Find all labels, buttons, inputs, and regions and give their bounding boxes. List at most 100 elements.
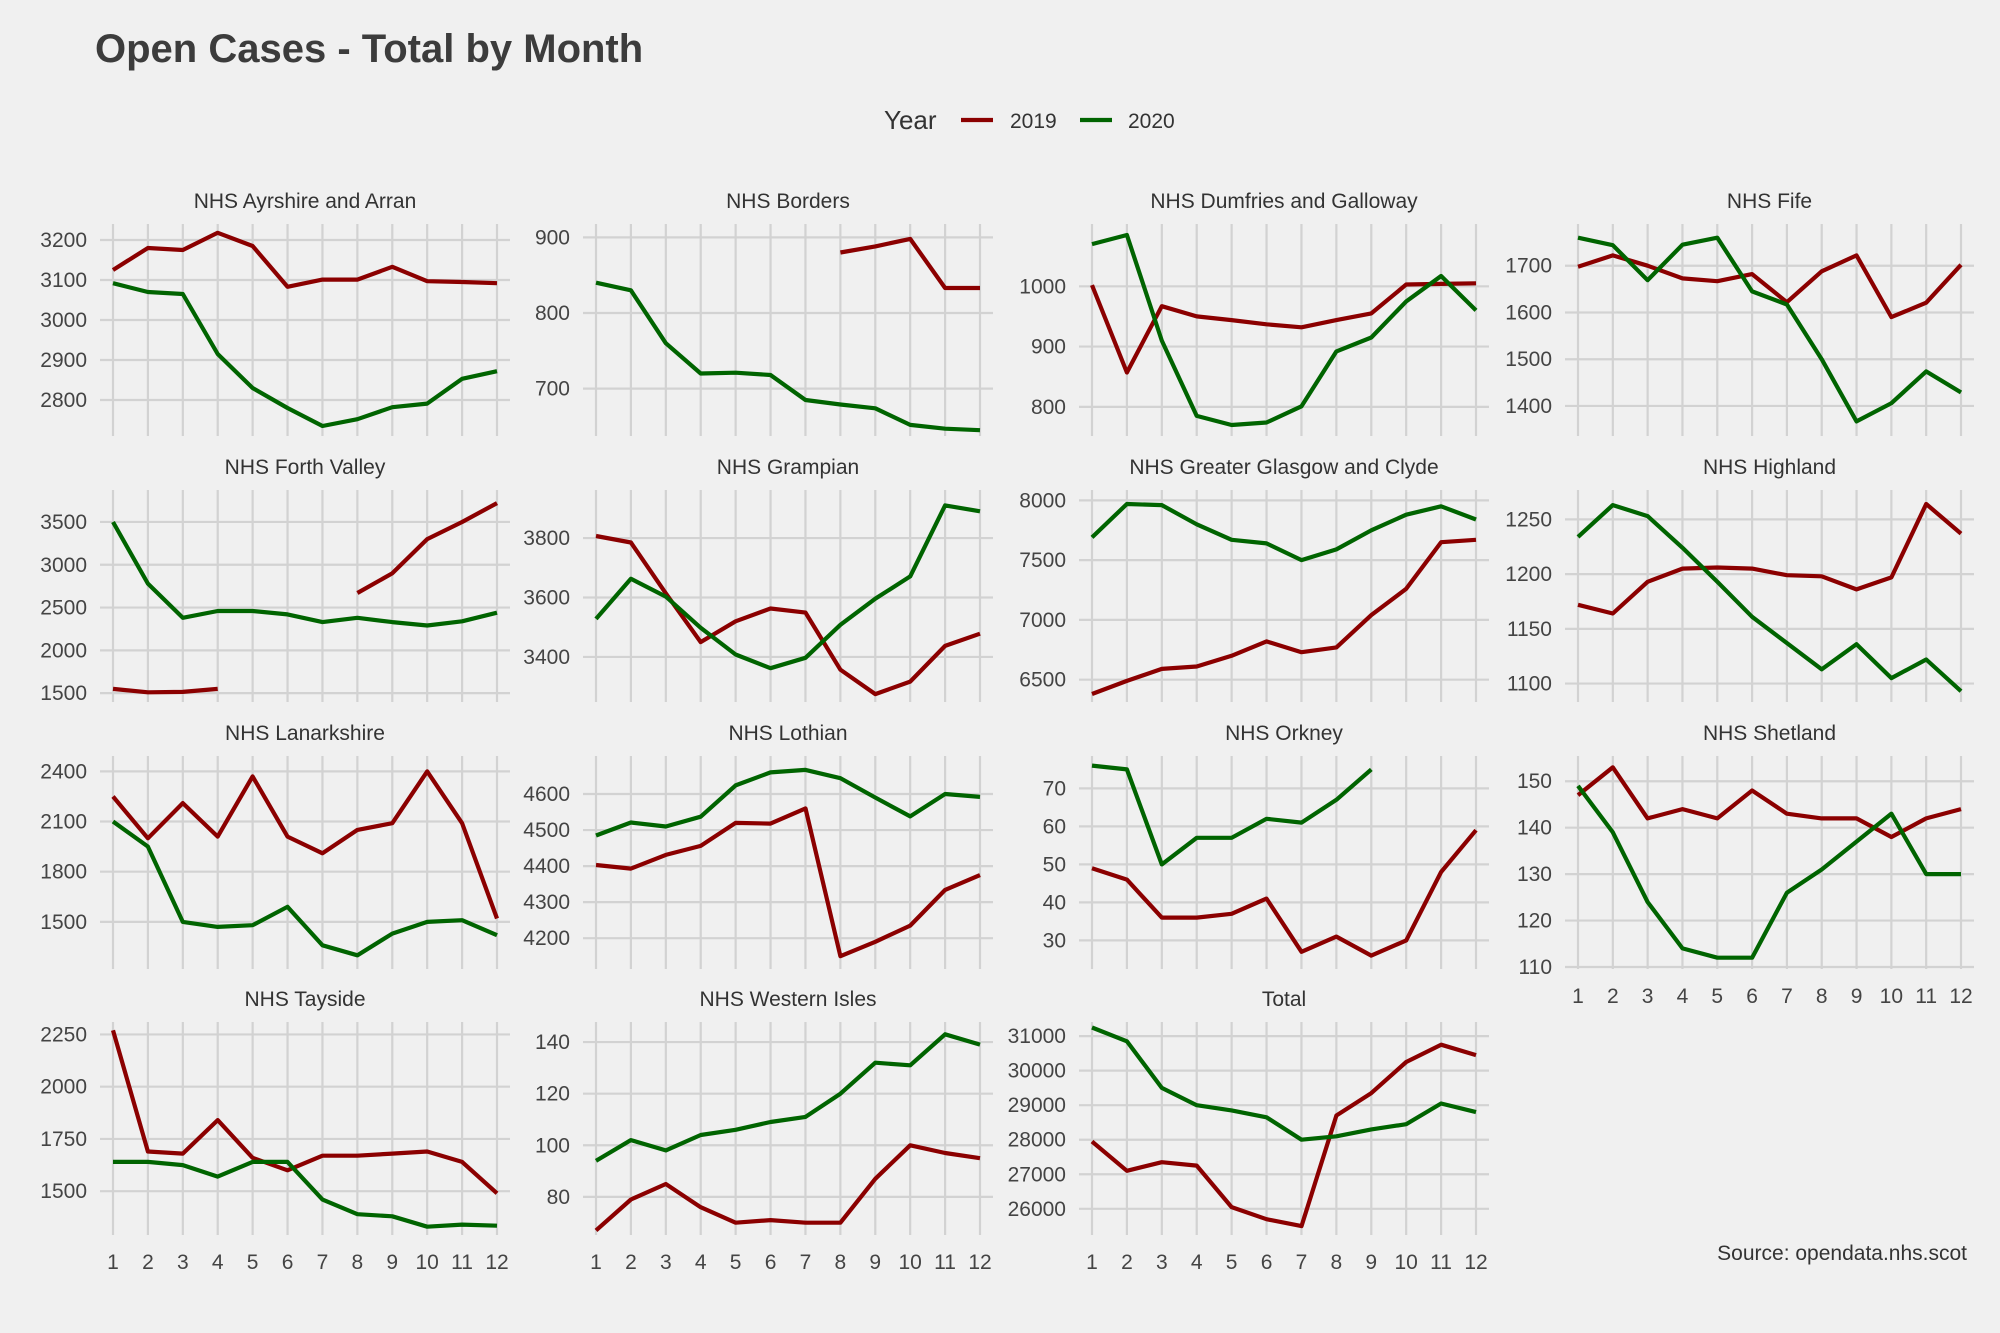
y-tick-label: 140 xyxy=(535,1031,570,1054)
x-tick-label: 8 xyxy=(1331,1251,1343,1274)
y-tick-label: 2400 xyxy=(40,760,87,783)
panel-nhs-greater-glasgow-and-clyde: 6500 7000 7500 8000 NHS Greater Glasgow and … xyxy=(1019,456,1489,702)
y-tick-label: 1100 xyxy=(1507,673,1552,696)
series-line-2019 xyxy=(1577,501,1963,616)
x-tick-label: 1 xyxy=(590,1251,602,1274)
x-tick-label: 2 xyxy=(1121,1251,1133,1274)
y-tick-label: 1500 xyxy=(1505,348,1552,371)
panel-nhs-lanarkshire: 1500 1800 2100 2400 NHS Lanarkshire xyxy=(40,722,510,969)
y-tick-label: 50 xyxy=(1043,853,1066,876)
panel-title: NHS Greater Glasgow and Clyde xyxy=(1129,456,1438,479)
x-tick-label: 3 xyxy=(177,1251,189,1274)
y-tick-label: 31000 xyxy=(1008,1025,1066,1048)
source-caption: Source: opendata.nhs.scot xyxy=(1717,1242,1967,1265)
x-tick-label: 11 xyxy=(1915,985,1937,1008)
y-tick-label: 1200 xyxy=(1505,563,1552,586)
y-tick-label: 3000 xyxy=(40,554,87,577)
panel-title: NHS Lanarkshire xyxy=(225,722,385,745)
y-tick-label: 30 xyxy=(1043,929,1066,952)
panel-nhs-highland: 1100 1150 1200 1250 NHS Highland xyxy=(1505,456,1974,702)
panel-nhs-dumfries-and-galloway: 800 900 1000 NHS Dumfries and Galloway xyxy=(1019,190,1489,436)
y-tick-label: 6500 xyxy=(1019,669,1066,692)
y-tick-label: 900 xyxy=(535,226,570,249)
y-tick-label: 3600 xyxy=(523,586,570,609)
x-tick-label: 11 xyxy=(1430,1251,1452,1274)
x-tick-label: 8 xyxy=(835,1251,847,1274)
series-line-2020 xyxy=(1091,1025,1477,1142)
series-line-2020 xyxy=(594,1032,981,1163)
x-tick-label: 8 xyxy=(352,1251,364,1274)
x-tick-label: 6 xyxy=(765,1251,777,1274)
series-line-2019 xyxy=(1091,537,1477,696)
series-line-2020 xyxy=(1576,784,1961,960)
y-tick-label: 4300 xyxy=(523,891,570,914)
x-tick-label: 9 xyxy=(386,1251,398,1274)
y-tick-label: 120 xyxy=(1517,910,1552,933)
x-tick-label: 8 xyxy=(1816,985,1828,1008)
y-tick-label: 1000 xyxy=(1019,275,1066,298)
y-tick-label: 120 xyxy=(535,1083,570,1106)
y-tick-label: 1400 xyxy=(1505,395,1552,418)
y-tick-label: 1750 xyxy=(40,1128,87,1151)
y-tick-label: 1600 xyxy=(1505,301,1552,324)
panel-title: NHS Highland xyxy=(1703,456,1836,479)
legend-label-2019: 2019 xyxy=(1010,110,1057,133)
x-tick-label: 5 xyxy=(1226,1251,1238,1274)
panel-nhs-ayrshire-and-arran: 2800 2900 3000 3100 3200 NHS Ayrshire and Arr… xyxy=(40,190,510,436)
y-tick-label: 29000 xyxy=(1008,1094,1066,1117)
x-tick-label: 10 xyxy=(416,1251,439,1274)
y-tick-label: 30000 xyxy=(1008,1060,1066,1083)
x-tick-label: 10 xyxy=(1880,985,1903,1008)
panel-title: NHS Forth Valley xyxy=(225,456,386,479)
series-line-2019 xyxy=(111,769,499,920)
y-tick-label: 3500 xyxy=(40,511,87,534)
y-tick-label: 2000 xyxy=(40,1076,87,1099)
series-line-2019 xyxy=(110,1029,499,1195)
series-line-2019 xyxy=(112,501,499,695)
y-tick-label: 3100 xyxy=(40,269,87,292)
y-tick-label: 2250 xyxy=(40,1023,87,1046)
series-line-2019 xyxy=(1090,1042,1477,1229)
y-tick-label: 130 xyxy=(1517,863,1552,886)
x-tick-label: 5 xyxy=(1711,985,1723,1008)
x-tick-label: 6 xyxy=(1746,985,1758,1008)
legend: Year 2019 2020 xyxy=(884,105,1175,135)
panel-title: NHS Shetland xyxy=(1703,722,1836,745)
legend-title: Year xyxy=(884,105,937,135)
series-line-2019 xyxy=(1091,828,1478,958)
x-tick-label: 7 xyxy=(800,1251,812,1274)
x-tick-label: 6 xyxy=(282,1251,294,1274)
panel-nhs-orkney: 30 40 50 60 70 NHS Orkney xyxy=(1043,722,1489,969)
panel-title: NHS Ayrshire and Arran xyxy=(194,190,417,213)
y-tick-label: 3800 xyxy=(523,527,570,550)
y-tick-label: 40 xyxy=(1043,891,1066,914)
panel-title: NHS Lothian xyxy=(728,722,847,745)
x-tick-label: 3 xyxy=(1156,1251,1168,1274)
y-tick-label: 1250 xyxy=(1505,508,1552,531)
y-tick-label: 3000 xyxy=(40,309,87,332)
panel-title: NHS Borders xyxy=(726,190,850,213)
y-tick-label: 1150 xyxy=(1507,618,1552,641)
y-tick-label: 3200 xyxy=(40,229,87,252)
x-tick-label: 5 xyxy=(247,1251,259,1274)
series-line-2019 xyxy=(595,533,981,697)
x-tick-label: 4 xyxy=(1191,1251,1203,1274)
chart-title: Open Cases - Total by Month xyxy=(95,27,643,71)
series-line-2020 xyxy=(1090,501,1477,563)
y-tick-label: 2100 xyxy=(40,811,87,834)
y-tick-label: 28000 xyxy=(1008,1129,1066,1152)
panel-nhs-forth-valley: 1500 2000 2500 3000 3500 NHS Forth Valley xyxy=(40,456,510,705)
y-tick-label: 26000 xyxy=(1008,1198,1066,1221)
series-line-2020 xyxy=(111,819,498,958)
y-tick-label: 4600 xyxy=(523,783,570,806)
x-tick-label: 6 xyxy=(1261,1251,1273,1274)
y-tick-label: 4400 xyxy=(523,855,570,878)
panel-nhs-grampian: 3400 3600 3800 NHS Grampian xyxy=(523,456,993,702)
y-tick-label: 2800 xyxy=(40,389,87,412)
